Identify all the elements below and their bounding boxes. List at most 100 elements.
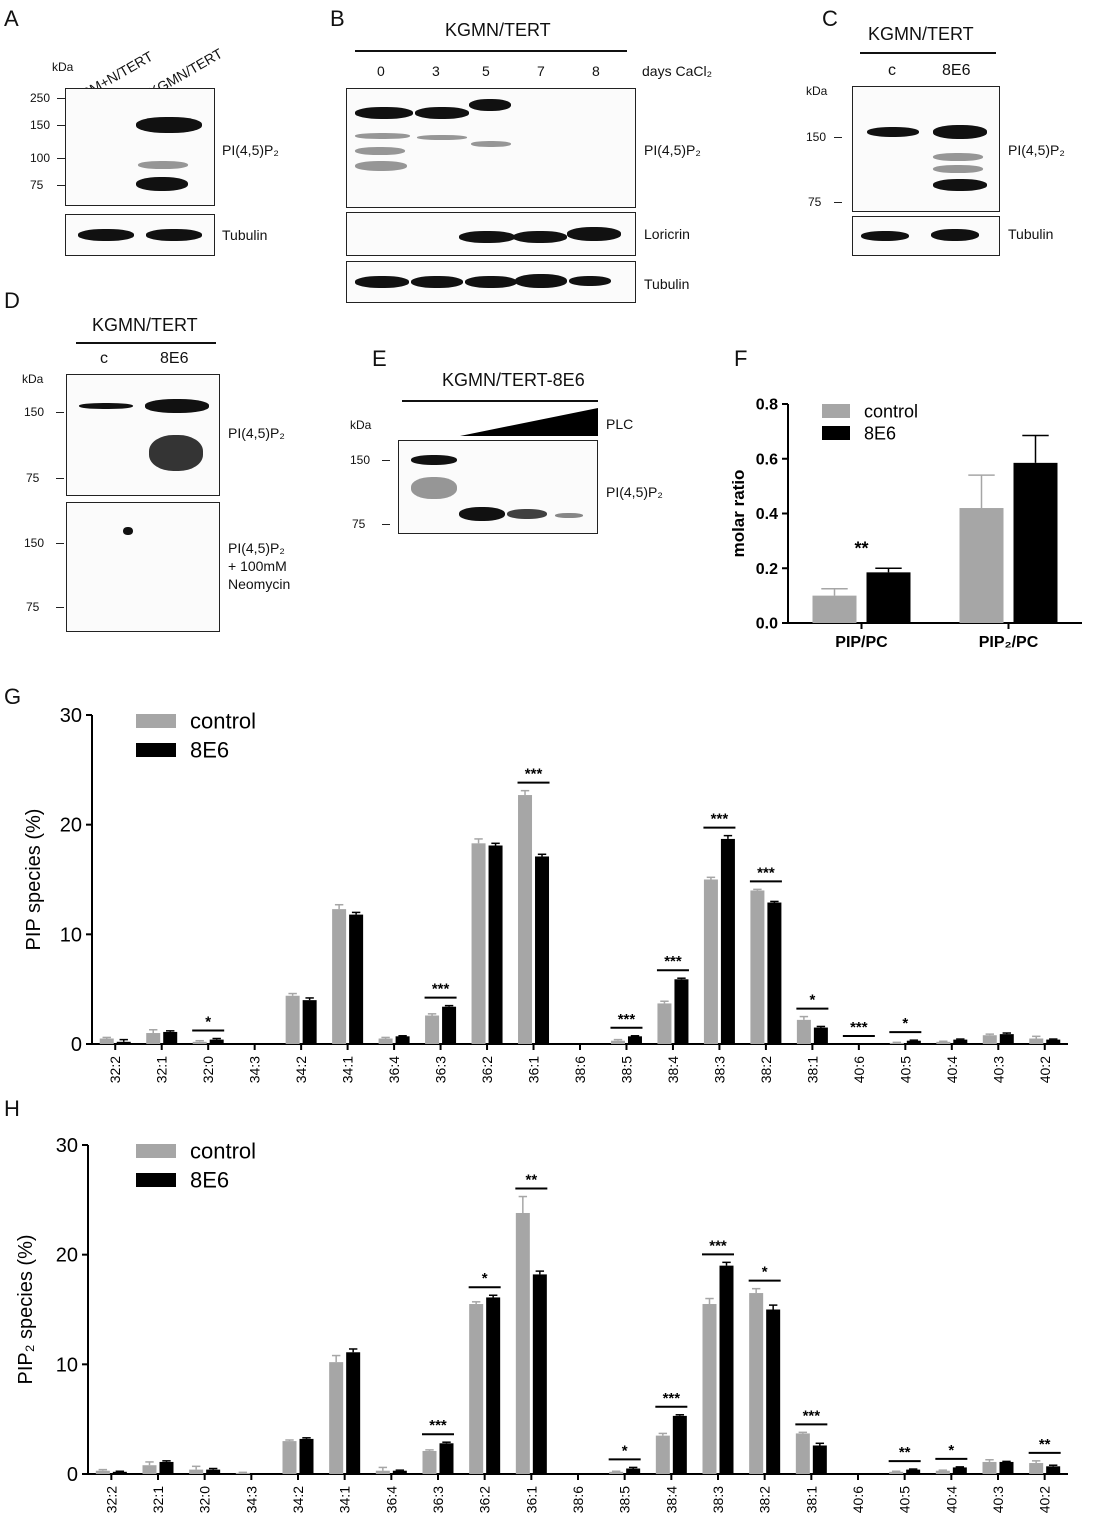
- x-tick-label: 40:5: [897, 1056, 913, 1083]
- significance-label: ***: [757, 864, 775, 881]
- x-tick-label: 38:6: [570, 1486, 586, 1513]
- significance-label: **: [525, 1172, 537, 1189]
- significance-label: **: [854, 538, 868, 558]
- cell-line-header: KGMN/TERT: [445, 20, 551, 40]
- marker-75: 75: [26, 471, 40, 485]
- chart-g: 0 10 20 30 PIP species (%) 32:2 32:1 32:0 * 34:3 3…: [23, 705, 1068, 1083]
- bar-control: [812, 595, 857, 623]
- legend-label: control: [864, 401, 918, 421]
- legend-label: 8E6: [190, 738, 229, 763]
- significance-label: **: [899, 1444, 911, 1461]
- bar-8e6: [112, 1471, 127, 1474]
- bar-8e6: [906, 1040, 921, 1044]
- bar-control: [750, 890, 765, 1044]
- x-tick-label: 32:0: [197, 1486, 213, 1513]
- day-label: 7: [537, 63, 545, 79]
- bar-8e6: [953, 1039, 968, 1044]
- bar-8e6: [532, 1274, 547, 1474]
- x-tick-label: 34:1: [337, 1486, 353, 1513]
- bar-8e6: [535, 856, 550, 1044]
- blot-label: PI(4,5)P₂: [228, 425, 285, 441]
- bar-8e6: [766, 1309, 781, 1474]
- bar-8e6: [442, 1006, 457, 1044]
- significance-label: ***: [803, 1407, 821, 1424]
- y-tick-label: 0.2: [756, 561, 778, 578]
- cell-line-header: KGMN/TERT-8E6: [442, 370, 585, 390]
- blot-label: PI(4,5)P₂: [228, 540, 285, 556]
- blot-label: Tubulin: [222, 227, 268, 243]
- kda-label: kDa: [806, 84, 828, 98]
- legend-label: control: [190, 709, 256, 734]
- blot-pip2: [66, 374, 220, 496]
- bar-control: [99, 1038, 114, 1044]
- marker-75: 75: [808, 195, 822, 209]
- x-tick-label: 34:3: [243, 1486, 259, 1513]
- bar-control: [889, 1471, 904, 1474]
- bar-control: [332, 909, 347, 1044]
- bar-control: [936, 1041, 951, 1044]
- x-tick-label: 38:3: [710, 1486, 726, 1513]
- bar-control: [142, 1465, 157, 1474]
- panel-b-letter: B: [330, 6, 345, 31]
- blot-label: PI(4,5)P₂: [606, 484, 663, 500]
- y-tick-label: 20: [60, 815, 82, 837]
- bar-8e6: [299, 1438, 314, 1474]
- chart-f: 0.0 0.2 0.4 0.6 0.8 molar ratio PIP/PC ** PIP₂/P…: [730, 397, 1082, 651]
- bar-8e6: [812, 1445, 827, 1474]
- day-label: 3: [432, 63, 440, 79]
- legend-swatch: [136, 714, 176, 728]
- blot-pip2-neomycin: [66, 502, 220, 632]
- legend-label: control: [190, 1139, 256, 1164]
- significance-label: *: [205, 1014, 211, 1031]
- plc-gradient-triangle: [460, 408, 598, 436]
- y-tick-label: 10: [56, 1354, 78, 1376]
- bar-8e6: [813, 1027, 828, 1044]
- bar-control: [471, 843, 486, 1044]
- bar-8e6: [349, 914, 364, 1044]
- significance-label: ***: [850, 1019, 868, 1036]
- significance-label: ***: [709, 1237, 727, 1254]
- significance-label: *: [762, 1264, 768, 1281]
- blot-pip2: [346, 88, 636, 208]
- y-tick-label: 20: [56, 1245, 78, 1267]
- panel-g-letter: G: [4, 684, 22, 709]
- day-label: 0: [377, 63, 385, 79]
- legend-swatch: [136, 1144, 176, 1158]
- x-tick-label: 34:1: [340, 1056, 356, 1083]
- x-tick-label: 32:2: [107, 1056, 123, 1083]
- plc-label: PLC: [606, 416, 634, 432]
- y-axis-label: PIP₂ species (%): [15, 1234, 37, 1384]
- x-tick-label: 38:3: [711, 1056, 727, 1083]
- significance-label: ***: [618, 1011, 636, 1028]
- y-tick-label: 30: [56, 1135, 78, 1157]
- y-tick-label: 0.0: [756, 616, 778, 633]
- marker-75: 75: [26, 600, 40, 614]
- panel-a-letter: A: [4, 6, 19, 31]
- bar-control: [422, 1450, 437, 1474]
- bar-8e6: [395, 1036, 410, 1044]
- bar-control: [192, 1041, 207, 1044]
- bar-control: [282, 1441, 297, 1474]
- bar-control: [982, 1035, 997, 1044]
- blot-label: PI(4,5)P₂: [644, 142, 701, 158]
- significance-label: ***: [429, 1417, 447, 1434]
- significance-label: ***: [664, 953, 682, 970]
- bar-control: [425, 1015, 440, 1044]
- lane-label: 8E6: [160, 350, 189, 367]
- bar-8e6: [206, 1469, 221, 1474]
- bar-8e6: [999, 1034, 1014, 1044]
- significance-label: **: [1039, 1436, 1051, 1453]
- bar-control: [285, 995, 300, 1044]
- bar-control: [935, 1470, 950, 1474]
- x-tick-label: 36:2: [479, 1056, 495, 1083]
- significance-label: ***: [525, 766, 543, 783]
- x-tick-label: 36:1: [523, 1486, 539, 1513]
- bar-8e6: [952, 1467, 967, 1474]
- significance-label: ***: [432, 981, 450, 998]
- panel-e-letter: E: [372, 346, 387, 371]
- legend-swatch: [136, 743, 176, 757]
- significance-label: ***: [663, 1390, 681, 1407]
- bar-8e6: [767, 902, 782, 1044]
- bar-8e6: [674, 979, 689, 1044]
- panel-h-letter: H: [4, 1096, 20, 1121]
